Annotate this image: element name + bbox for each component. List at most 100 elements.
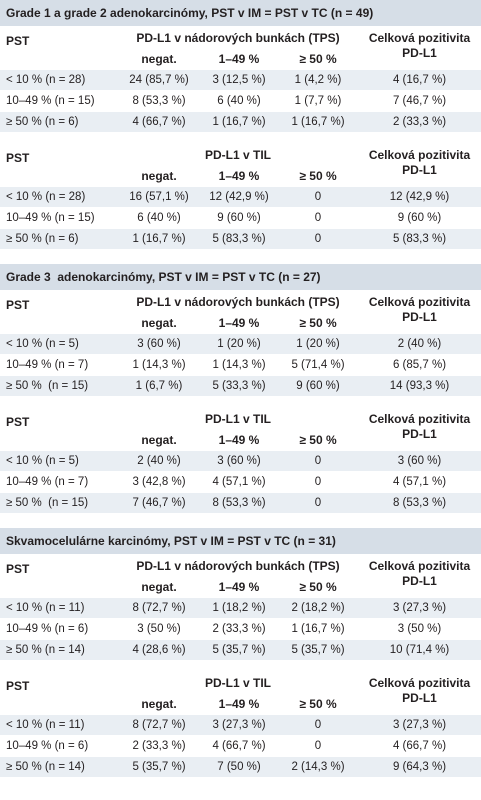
cell: 3 (42,8 %) xyxy=(132,476,186,488)
cell: 5 (33,3 %) xyxy=(212,380,266,392)
cell: 6 (85,7 %) xyxy=(392,359,447,371)
row-shade xyxy=(0,112,481,132)
cell: 5 (35,7 %) xyxy=(132,761,186,773)
cell: 3 (50 %) xyxy=(137,623,181,635)
total-header: Celková pozitivita PD-L1 xyxy=(368,676,471,705)
cell: 1 (14,3 %) xyxy=(212,359,266,371)
column-header: 1–49 % xyxy=(218,580,260,594)
cell: 9 (60 %) xyxy=(397,212,442,224)
cell: 0 xyxy=(314,497,322,509)
column-header: negat. xyxy=(141,316,177,330)
cell: 3 (12,5 %) xyxy=(212,74,266,86)
cell: 4 (66,7 %) xyxy=(392,740,447,752)
cell: 8 (53,3 %) xyxy=(212,497,266,509)
cell: 9 (60 %) xyxy=(217,212,261,224)
row-header: PST xyxy=(6,151,30,165)
cell: 7 (46,7 %) xyxy=(132,497,186,509)
cell: 9 (64,3 %) xyxy=(392,761,447,773)
group-header: PD-L1 v TIL xyxy=(204,676,271,690)
cell: 0 xyxy=(314,740,322,752)
row-label: < 10 % (n = 11) xyxy=(6,602,85,614)
column-header: 1–49 % xyxy=(218,52,260,66)
section-title: Grade 1 a grade 2 adenokarcinómy, PST v … xyxy=(6,6,374,20)
column-header: ≥ 50 % xyxy=(299,433,337,447)
total-header: Celková pozitivita PD-L1 xyxy=(368,412,471,441)
cell: 7 (50 %) xyxy=(217,761,261,773)
cell: 3 (60 %) xyxy=(397,455,442,467)
column-header: 1–49 % xyxy=(218,697,260,711)
row-label: 10–49 % (n = 6) xyxy=(6,740,89,752)
row-shade xyxy=(0,451,481,471)
row-header: PST xyxy=(6,562,30,576)
cell: 2 (18,2 %) xyxy=(291,602,345,614)
column-header: negat. xyxy=(141,52,177,66)
row-label: 10–49 % (n = 7) xyxy=(6,476,89,488)
column-header: 1–49 % xyxy=(218,433,260,447)
row-shade xyxy=(0,757,481,777)
row-label: < 10 % (n = 5) xyxy=(6,455,79,467)
cell: 1 (16,7 %) xyxy=(132,233,186,245)
row-header: PST xyxy=(6,679,30,693)
cell: 0 xyxy=(314,191,322,203)
group-header: PD-L1 v nádorových bunkách (TPS) xyxy=(136,31,340,45)
cell: 2 (33,3 %) xyxy=(212,623,266,635)
cell: 4 (57,1 %) xyxy=(392,476,447,488)
cell: 0 xyxy=(314,476,322,488)
section-title: Skvamocelulárne karcinómy, PST v IM = PS… xyxy=(6,534,336,548)
row-label: < 10 % (n = 28) xyxy=(6,74,86,86)
row-shade xyxy=(0,187,481,207)
row-header: PST xyxy=(6,415,30,429)
section-bar xyxy=(0,0,481,26)
cell: 3 (27,3 %) xyxy=(392,602,447,614)
cell: 2 (14,3 %) xyxy=(291,761,345,773)
section-title: Grade 3 adenokarcinómy, PST v IM = PST v… xyxy=(6,270,321,284)
cell: 0 xyxy=(314,455,322,467)
row-label: 10–49 % (n = 7) xyxy=(6,359,89,371)
cell: 8 (72,7 %) xyxy=(132,719,186,731)
cell: 1 (20 %) xyxy=(296,338,340,350)
section-bar xyxy=(0,264,481,290)
row-label: ≥ 50 % (n = 14) xyxy=(6,761,85,773)
row-header: PST xyxy=(6,34,30,48)
cell: 3 (27,3 %) xyxy=(392,719,447,731)
column-header: negat. xyxy=(141,169,177,183)
row-label: < 10 % (n = 11) xyxy=(6,719,85,731)
total-header: Celková pozitivita PD-L1 xyxy=(368,148,471,177)
column-header: ≥ 50 % xyxy=(299,316,337,330)
row-label: 10–49 % (n = 15) xyxy=(6,212,95,224)
column-header: negat. xyxy=(141,697,177,711)
cell: 4 (66,7 %) xyxy=(212,740,266,752)
cell: 1 (6,7 %) xyxy=(135,380,183,392)
cell: 16 (57,1 %) xyxy=(129,191,189,203)
cell: 0 xyxy=(314,233,322,245)
cell: 3 (50 %) xyxy=(397,623,442,635)
cell: 4 (16,7 %) xyxy=(392,74,447,86)
cell: 4 (28,6 %) xyxy=(132,644,186,656)
cell: 6 (40 %) xyxy=(217,95,261,107)
total-header: Celková pozitivita PD-L1 xyxy=(368,295,471,324)
row-header: PST xyxy=(6,298,30,312)
cell: 5 (71,4 %) xyxy=(291,359,345,371)
column-header: 1–49 % xyxy=(218,316,260,330)
cell: 6 (40 %) xyxy=(137,212,181,224)
cell: 2 (40 %) xyxy=(397,338,442,350)
cell: 24 (85,7 %) xyxy=(129,74,189,86)
cell: 1 (16,7 %) xyxy=(212,116,266,128)
cell: 7 (46,7 %) xyxy=(392,95,447,107)
cell: 3 (27,3 %) xyxy=(212,719,266,731)
row-label: < 10 % (n = 28) xyxy=(6,191,86,203)
column-header: ≥ 50 % xyxy=(299,169,337,183)
row-label: < 10 % (n = 5) xyxy=(6,338,79,350)
cell: 1 (16,7 %) xyxy=(291,116,345,128)
column-header: 1–49 % xyxy=(218,169,260,183)
cell: 2 (40 %) xyxy=(137,455,181,467)
row-shade xyxy=(0,229,481,249)
cell: 5 (83,3 %) xyxy=(392,233,447,245)
cell: 1 (7,7 %) xyxy=(294,95,342,107)
cell: 12 (42,9 %) xyxy=(389,191,450,203)
row-label: ≥ 50 % (n = 6) xyxy=(6,116,79,128)
cell: 5 (83,3 %) xyxy=(212,233,266,245)
cell: 1 (4,2 %) xyxy=(294,74,342,86)
cell: 2 (33,3 %) xyxy=(132,740,186,752)
